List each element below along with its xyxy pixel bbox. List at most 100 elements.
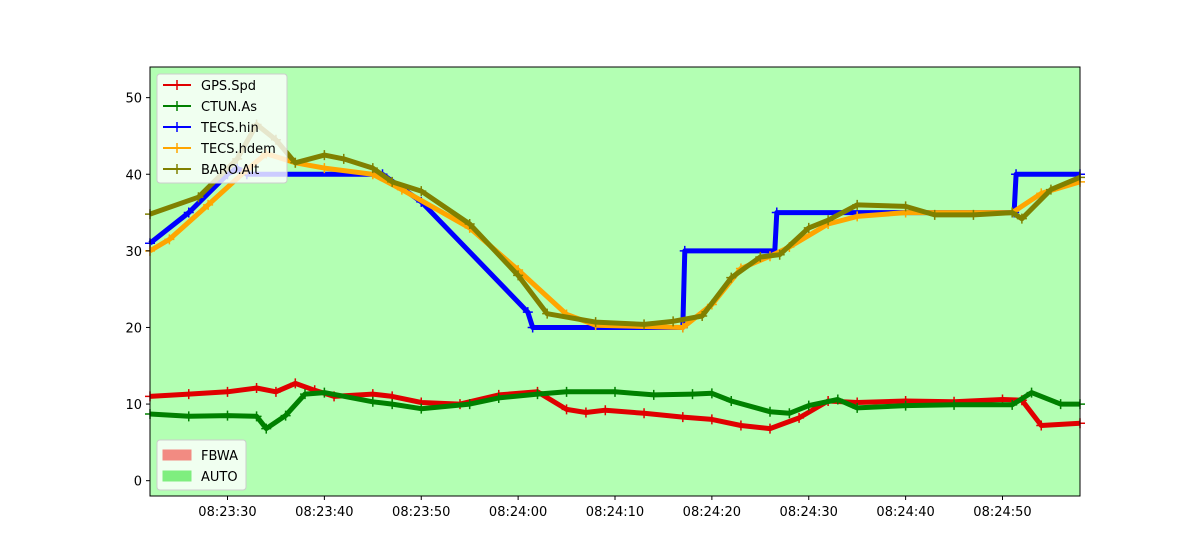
data-point-ctun-as (852, 402, 863, 413)
data-point-tecs-hdem (852, 211, 863, 222)
y-tick-label: 40 (125, 168, 142, 183)
data-point-tecs-hdem (164, 234, 175, 245)
data-point-tecs-hin (183, 207, 194, 218)
data-point-gps-spd (639, 408, 650, 419)
data-point-gps-spd (794, 412, 805, 423)
data-point-ctun-as (387, 399, 398, 410)
data-point-ctun-as (900, 400, 911, 411)
data-point-ctun-as (706, 388, 717, 399)
legend-label: CTUN.As (201, 100, 257, 115)
data-point-ctun-as (803, 400, 814, 411)
series-legend-box (156, 73, 288, 184)
x-tick-label: 08:23:30 (198, 505, 256, 520)
data-point-gps-spd (600, 405, 611, 416)
data-point-baro-alt (542, 308, 553, 319)
data-point-baro-alt (852, 199, 863, 210)
data-point-gps-spd (183, 389, 194, 400)
data-point-tecs-hin (527, 322, 538, 333)
data-point-ctun-as (1026, 387, 1037, 398)
data-point-ctun-as (251, 411, 262, 422)
data-point-ctun-as (493, 392, 504, 403)
data-point-baro-alt (823, 215, 834, 226)
series-legend-items: GPS.Spd CTUN.As TECS.hin TECS.hdem BARO.Alt (163, 79, 276, 178)
data-point-baro-alt (697, 310, 708, 321)
y-tick-label: 10 (125, 398, 142, 413)
data-point-tecs-hin (522, 307, 533, 318)
data-point-ctun-as (765, 406, 775, 417)
data-point-tecs-hdem (203, 199, 214, 210)
data-point-ctun-as (832, 394, 843, 405)
plot-area (150, 67, 1080, 496)
mode-legend-swatch (162, 470, 192, 482)
data-point-gps-spd (765, 423, 775, 434)
data-point-ctun-as (300, 389, 310, 400)
data-point-ctun-as (687, 389, 698, 400)
data-point-baro-alt (803, 222, 814, 233)
legend-entry-gps-spd: GPS.Spd (163, 79, 256, 94)
data-point-gps-spd (677, 412, 688, 423)
legend-entry-ctun-as: CTUN.As (163, 100, 257, 115)
data-point-ctun-as (561, 386, 572, 397)
data-point-gps-spd (1036, 420, 1047, 431)
y-tick-label: 0 (134, 475, 142, 490)
data-point-gps-spd (735, 420, 746, 431)
x-tick-label: 08:24:00 (489, 505, 547, 520)
data-point-baro-alt (338, 153, 349, 164)
legend-marker (172, 122, 182, 132)
mode-legend: FBWA AUTO (156, 439, 247, 491)
legend-marker (172, 164, 182, 174)
legend-entry-tecs-hdem: TECS.hdem (163, 142, 276, 157)
data-point-gps-spd (270, 386, 281, 397)
data-point-baro-alt (319, 150, 330, 161)
data-point-tecs-hdem (319, 163, 330, 174)
legend-marker (172, 101, 182, 111)
data-point-gps-spd (706, 414, 717, 425)
data-point-ctun-as (1055, 399, 1066, 410)
data-point-ctun-as (261, 423, 272, 434)
mode-legend-label: FBWA (201, 449, 238, 464)
data-point-tecs-hdem (677, 322, 688, 333)
data-point-baro-alt (1007, 207, 1018, 218)
data-point-baro-alt (755, 251, 766, 262)
y-tick-label: 20 (125, 321, 142, 336)
data-point-ctun-as (319, 387, 330, 398)
data-point-gps-spd (580, 407, 591, 418)
legend-label: BARO.Alt (201, 163, 259, 178)
data-point-baro-alt (1045, 184, 1056, 195)
data-point-baro-alt (1016, 213, 1027, 224)
data-point-ctun-as (1007, 399, 1018, 410)
data-point-baro-alt (513, 270, 524, 281)
x-tick-label: 08:24:40 (876, 505, 934, 520)
data-point-ctun-as (367, 396, 378, 407)
mode-legend-label: AUTO (201, 470, 238, 485)
data-point-gps-spd (290, 378, 301, 389)
legend-label: TECS.hin (200, 121, 259, 136)
data-point-ctun-as (726, 396, 737, 407)
data-point-baro-alt (668, 316, 679, 327)
data-point-ctun-as (784, 408, 795, 419)
axis-ticks: 0 10 20 30 40 50 08:23:30 08:23:40 08:23:50 08:24… (125, 92, 1031, 520)
x-tick-label: 08:24:10 (586, 505, 644, 520)
x-tick-label: 08:24:30 (780, 505, 838, 520)
data-point-gps-spd (251, 382, 262, 393)
data-point-ctun-as (464, 399, 475, 410)
legend-marker (172, 143, 182, 153)
data-point-baro-alt (290, 157, 301, 168)
mode-legend-entry-auto: AUTO (162, 470, 238, 485)
data-point-ctun-as (532, 389, 543, 400)
y-tick-label: 50 (125, 92, 142, 107)
data-point-tecs-hin (771, 207, 782, 218)
legend-marker (172, 80, 182, 90)
data-point-baro-alt (726, 272, 737, 283)
data-point-baro-alt (639, 319, 650, 330)
mode-legend-items: FBWA AUTO (162, 449, 238, 485)
series-legend: GPS.Spd CTUN.As TECS.hin TECS.hdem BARO.Alt (156, 73, 288, 184)
series-ctun-as (145, 386, 1085, 434)
data-point-ctun-as (416, 403, 427, 414)
data-point-tecs-hin (679, 245, 690, 256)
x-tick-label: 08:24:50 (973, 505, 1031, 520)
data-point-ctun-as (222, 410, 233, 421)
data-point-baro-alt (774, 249, 785, 260)
x-tick-label: 08:23:50 (392, 505, 450, 520)
